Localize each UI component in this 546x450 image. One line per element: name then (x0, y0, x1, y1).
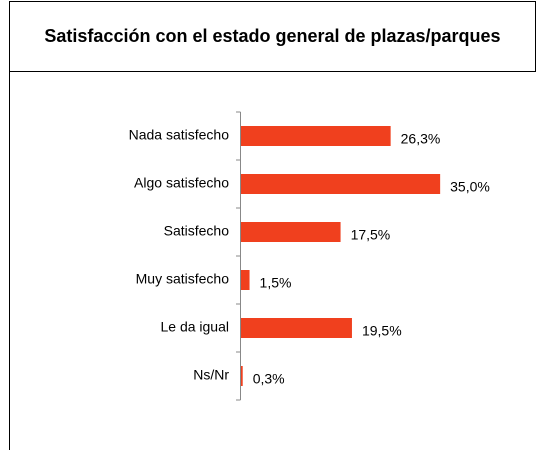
bar (241, 174, 441, 194)
category-label: Muy satisfecho (136, 271, 230, 287)
category-label: Nada satisfecho (129, 127, 230, 143)
chart-title: Satisfacción con el estado general de pl… (44, 26, 501, 46)
category-label: Algo satisfecho (134, 175, 229, 191)
value-label: 0,3% (253, 371, 285, 387)
category-label: Ns/Nr (193, 367, 229, 383)
category-label: Le da igual (160, 319, 229, 335)
bar (241, 126, 391, 146)
value-label: 17,5% (351, 227, 391, 243)
title-box: Satisfacción con el estado general de pl… (9, 1, 536, 72)
bar (241, 222, 341, 242)
value-label: 19,5% (362, 323, 402, 339)
bar (241, 366, 243, 386)
value-label: 35,0% (450, 179, 490, 195)
category-label: Satisfecho (164, 223, 230, 239)
bar (241, 270, 250, 290)
bar (241, 318, 352, 338)
value-label: 1,5% (260, 275, 292, 291)
value-label: 26,3% (401, 131, 441, 147)
